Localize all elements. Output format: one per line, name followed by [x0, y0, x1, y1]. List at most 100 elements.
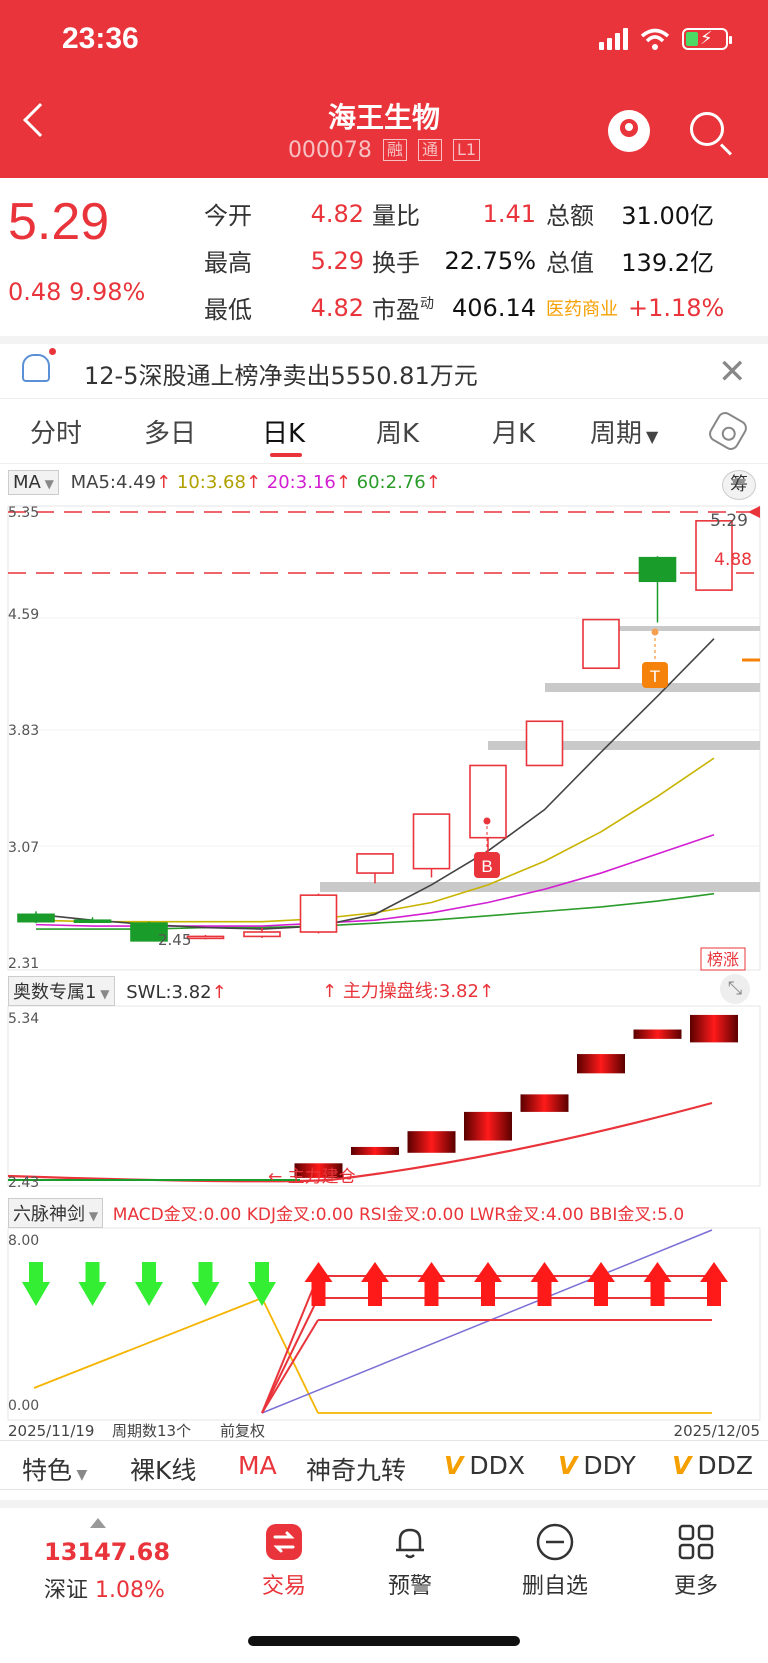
nav-more[interactable]: 更多: [656, 1522, 736, 1600]
feature-naked-k[interactable]: 裸K线: [130, 1456, 197, 1485]
caret-down-icon: ▼: [96, 987, 110, 1001]
candle: [243, 931, 281, 938]
feature-special[interactable]: 特色 ▼: [22, 1456, 88, 1485]
bottom-nav: 13147.68 深证 1.08% 交易 预警 删自选 更多: [0, 1500, 768, 1610]
ma-selector[interactable]: MA ▼: [8, 470, 59, 495]
tab-monthly-k[interactable]: 月K: [492, 419, 536, 449]
notice-banner[interactable]: 12-5深股通上榜净卖出5550.81万元 ✕: [0, 336, 768, 394]
up-arrow-icon: ↑: [245, 472, 262, 493]
down-arrow-icon: [135, 1262, 163, 1306]
x-axis-period-count: 周期数13个: [112, 1422, 191, 1440]
y-tick-label: 3.07: [8, 840, 39, 856]
robot-assistant-icon[interactable]: [608, 110, 650, 152]
candle: [695, 520, 733, 591]
sub1-indicator-bar: 奥数专属1 ▼ SWL:3.82↑ ↑ 主力操盘线:3.82↑ ⤡: [0, 974, 768, 1006]
status-bar: 23:36 ⚡: [0, 22, 768, 62]
x-axis-adjust-mode[interactable]: 前复权: [220, 1422, 265, 1440]
up-arrow-icon: [643, 1262, 672, 1306]
price-pointer-icon: [748, 506, 760, 518]
sub1-y-max: 5.34: [8, 1011, 39, 1027]
sub1-bar: [520, 1094, 569, 1112]
kline-charts[interactable]: B T 5.35 4.59 3.83 3.07 2.31 5.29 4.88 2…: [0, 464, 768, 1440]
caret-down-icon: ▼: [646, 427, 659, 446]
ma10-value: 10:3.68: [176, 472, 246, 493]
quote-panel: 5.29 0.48 9.98% 今开 4.82 量比 1.41 总额 31.00…: [0, 178, 768, 328]
ref-price-label: 4.88: [714, 550, 752, 570]
caret-down-icon: ▼: [72, 1467, 88, 1483]
low-price-marker: 2.45: [158, 931, 191, 949]
up-arrow-icon: ↑: [211, 982, 227, 1003]
up-arrow-icon: [587, 1262, 615, 1306]
wifi-icon: [640, 28, 670, 50]
quote-label: 最高: [204, 249, 252, 277]
nav-remove-watchlist[interactable]: 删自选: [510, 1522, 600, 1600]
buy-marker[interactable]: [474, 852, 500, 878]
active-tab-underline: [270, 453, 302, 457]
quote-value: 5.29: [310, 246, 364, 275]
quote-label: 市盈动: [372, 296, 434, 324]
stock-code-line: 000078 融 通 L1: [0, 138, 768, 163]
y-tick-label: 5.35: [8, 505, 39, 521]
up-arrow-icon: [417, 1262, 446, 1306]
stock-name: 海王生物: [327, 101, 440, 134]
caret-down-icon: ▼: [40, 477, 54, 491]
candle: [469, 764, 507, 839]
tab-intraday[interactable]: 分时: [30, 419, 83, 449]
tag-connect: 通: [417, 139, 442, 161]
cellular-signal-icon: [599, 28, 628, 50]
up-arrow-icon: ↑: [335, 472, 351, 493]
nav-alert[interactable]: 预警: [370, 1522, 450, 1600]
settings-hexagon-icon[interactable]: [706, 409, 750, 453]
sub1-bar: [407, 1131, 456, 1153]
status-time: 23:36: [62, 22, 139, 55]
caret-down-icon: ▼: [85, 1209, 99, 1223]
support-zone: [488, 741, 760, 750]
search-icon[interactable]: [690, 112, 724, 146]
main-control-line: [7, 1101, 713, 1183]
index-label: 深证 1.08%: [44, 1578, 165, 1603]
ma20-value: 20:3.16: [266, 472, 336, 493]
sub1-y-min: 2.43: [8, 1175, 39, 1191]
quote-grid: 今开 4.82 量比 1.41 总额 31.00亿 最高 5.29 换手 22.…: [204, 190, 725, 331]
feature-ddx[interactable]: V DDX: [444, 1451, 525, 1480]
expand-icon[interactable]: ⤡: [720, 974, 750, 1004]
sector-link[interactable]: 医药商业: [546, 298, 618, 320]
feature-ddy[interactable]: V DDY: [558, 1451, 636, 1480]
y-tick-label: 2.31: [8, 956, 39, 972]
tab-weekly-k[interactable]: 周K: [376, 419, 420, 449]
feature-magic-nine[interactable]: 神奇九转: [306, 1456, 407, 1485]
ma60-value: 60:2.76: [356, 472, 426, 493]
x-axis-start: 2025/11/19: [8, 1422, 94, 1440]
change-percent: 9.98%: [69, 278, 146, 306]
nav-trade[interactable]: 交易: [244, 1522, 324, 1600]
sub1-selector[interactable]: 奥数专属1 ▼: [8, 976, 115, 1006]
index-value[interactable]: 13147.68: [44, 1538, 171, 1566]
sub2-selector[interactable]: 六脉神剑 ▼: [8, 1198, 104, 1228]
sub1-bar: [690, 1014, 738, 1043]
ranking-badge-label: 榜涨: [707, 950, 739, 969]
stock-code: 000078: [287, 138, 372, 163]
ranking-badge[interactable]: [700, 947, 746, 971]
sector-change: +1.18%: [628, 293, 725, 322]
quote-row: 今开 4.82 量比 1.41 总额 31.00亿: [204, 190, 714, 237]
chip-distribution-button[interactable]: 筹: [722, 470, 756, 500]
quote-label: 换手: [372, 249, 420, 277]
close-icon[interactable]: ✕: [718, 352, 747, 392]
tab-multiday[interactable]: 多日: [144, 419, 197, 449]
feature-ddz[interactable]: V DDZ: [672, 1451, 753, 1480]
tag-level: L1: [452, 139, 481, 161]
price-change: 0.48 9.98%: [8, 278, 145, 306]
t-marker[interactable]: [642, 662, 668, 688]
up-arrow-icon: [361, 1262, 389, 1306]
collapse-up-icon[interactable]: [90, 1518, 106, 1528]
feature-ma[interactable]: MA: [238, 1451, 277, 1480]
down-arrow-icon: [78, 1262, 107, 1306]
quote-value: 406.14: [452, 293, 536, 322]
y-tick-label: 4.59: [8, 607, 39, 623]
sub2-indicator-bar: 六脉神剑 ▼ MACD金叉:0.00 KDJ金叉:0.00 RSI金叉:0.00…: [0, 1198, 768, 1228]
tab-daily-k[interactable]: 日K: [262, 419, 306, 449]
candle: [17, 913, 55, 923]
tab-period[interactable]: 周期 ▼: [590, 419, 659, 449]
change-value: 0.48: [8, 278, 62, 306]
battery-icon: ⚡: [682, 28, 732, 50]
